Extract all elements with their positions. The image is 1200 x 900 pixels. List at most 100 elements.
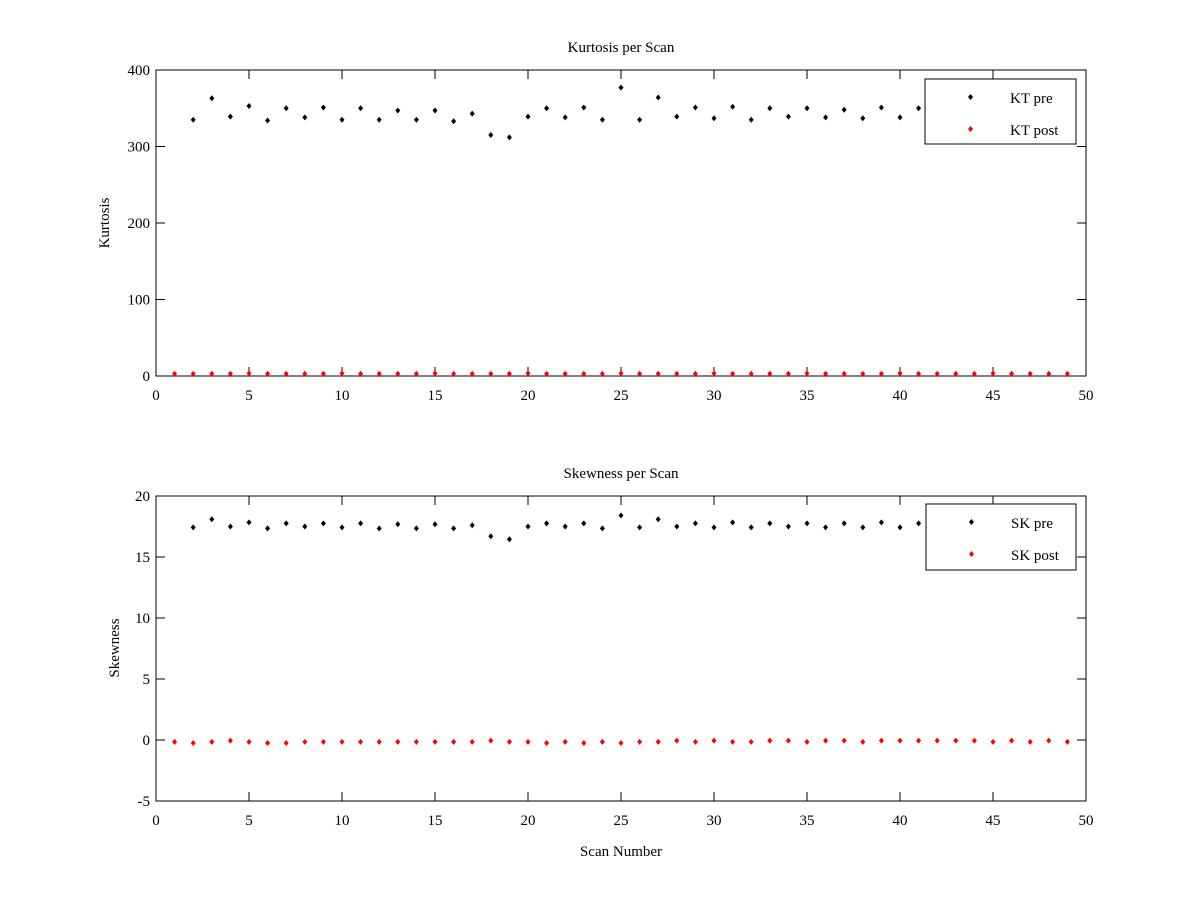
x-tick-label: 20 — [521, 813, 536, 829]
kt-post-point — [525, 370, 531, 377]
sk-post-point — [358, 738, 364, 745]
kt-pre-point — [897, 114, 903, 121]
kurtosis-title: Kurtosis per Scan — [568, 40, 675, 56]
kt-pre-point — [358, 105, 364, 112]
kt-pre-point — [488, 132, 494, 139]
sk-post-point — [1064, 738, 1070, 745]
kt-post-point — [767, 370, 773, 377]
sk-post-point — [934, 737, 940, 744]
sk-post-point — [525, 738, 531, 745]
kt-pre-point — [618, 84, 624, 91]
sk-post-point — [897, 737, 903, 744]
sk-post-point — [785, 737, 791, 744]
x-tick-label: 30 — [707, 813, 722, 829]
sk-post-point — [767, 737, 773, 744]
sk-post-point — [916, 737, 922, 744]
kt-pre-point — [711, 115, 717, 122]
legend-label: KT pre — [1010, 91, 1053, 107]
x-tick-label: 40 — [893, 813, 908, 829]
sk-post-point — [804, 738, 810, 745]
sk-post-point — [376, 738, 382, 745]
kt-pre-point — [544, 105, 550, 112]
kt-pre-point — [730, 103, 736, 110]
kt-pre-point — [599, 116, 605, 123]
sk-pre-point — [246, 519, 252, 526]
sk-pre-point — [451, 525, 457, 532]
sk-pre-point — [637, 524, 643, 531]
sk-post-point — [246, 738, 252, 745]
sk-post-point — [655, 738, 661, 745]
kt-post-point — [971, 370, 977, 377]
sk-post-point — [618, 740, 624, 747]
kt-pre-point — [209, 95, 215, 102]
kt-post-point — [599, 370, 605, 377]
sk-pre-point — [897, 524, 903, 531]
kt-pre-point — [860, 115, 866, 122]
kt-pre-point — [302, 114, 308, 121]
legend-label: KT post — [1010, 123, 1059, 139]
kt-post-point — [413, 370, 419, 377]
sk-pre-point — [488, 533, 494, 540]
sk-post-point — [637, 738, 643, 745]
x-tick-label: 0 — [152, 813, 160, 829]
kt-post-point — [711, 370, 717, 377]
sk-pre-point — [767, 520, 773, 527]
kt-post-point — [897, 370, 903, 377]
kt-post-point — [823, 370, 829, 377]
kt-pre-point — [413, 116, 419, 123]
legend: SK pre SK post — [925, 503, 1077, 571]
kt-post-point — [227, 370, 233, 377]
sk-pre-point — [265, 525, 271, 532]
kt-pre-point — [581, 104, 587, 111]
kt-post-point — [785, 370, 791, 377]
kt-post-point — [916, 370, 922, 377]
legend-label: SK pre — [1011, 516, 1053, 532]
sk-post-point — [562, 738, 568, 745]
x-tick-label: 45 — [986, 813, 1001, 829]
kt-pre-point — [785, 113, 791, 120]
legend-marker — [969, 519, 974, 525]
x-tick-label: 15 — [428, 813, 443, 829]
sk-pre-point — [320, 520, 326, 527]
kt-pre-point — [562, 114, 568, 121]
kurtosis-ylabel: Kurtosis — [97, 197, 113, 248]
sk-post-point — [209, 738, 215, 745]
kt-post-point — [246, 370, 252, 377]
sk-pre-point — [785, 523, 791, 530]
kt-post-point — [339, 370, 345, 377]
sk-post-point — [748, 738, 754, 745]
sk-post-point — [599, 738, 605, 745]
legend-label: SK post — [1011, 548, 1060, 564]
kt-post-point — [320, 370, 326, 377]
sk-pre-point — [674, 523, 680, 530]
sk-post-point — [190, 740, 196, 747]
kt-pre-point — [339, 116, 345, 123]
sk-pre-point — [841, 520, 847, 527]
kt-pre-point — [227, 113, 233, 120]
y-tick-label: 20 — [135, 489, 150, 505]
kt-post-point — [990, 370, 996, 377]
y-tick-label: -5 — [138, 794, 151, 810]
kt-post-point — [451, 370, 457, 377]
kt-pre-point — [767, 105, 773, 112]
sk-pre-point — [209, 516, 215, 523]
kt-post-point — [395, 370, 401, 377]
y-tick-label: 10 — [135, 611, 150, 627]
kt-pre-point — [916, 105, 922, 112]
sk-post-point — [265, 740, 271, 747]
x-tick-label: 0 — [152, 388, 160, 404]
kt-post-point — [655, 370, 661, 377]
kt-pre-point — [637, 116, 643, 123]
sk-post-point — [506, 738, 512, 745]
kt-post-point — [190, 370, 196, 377]
kt-post-point — [358, 370, 364, 377]
kt-post-point — [376, 370, 382, 377]
sk-post-point — [172, 738, 178, 745]
sk-post-point — [581, 740, 587, 747]
sk-post-point — [711, 737, 717, 744]
legend-box — [925, 503, 1077, 571]
skewness-xlabel: Scan Number — [580, 844, 662, 860]
kt-post-point — [804, 370, 810, 377]
y-tick-label: 15 — [135, 550, 150, 566]
